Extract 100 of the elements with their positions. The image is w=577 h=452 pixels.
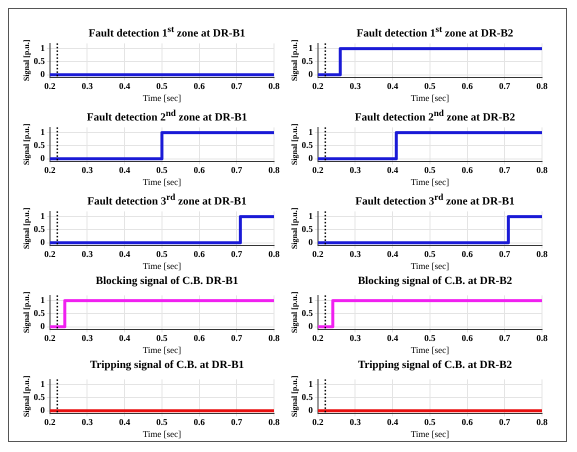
x-tick-label: 0.5 bbox=[156, 165, 168, 176]
x-tick-label: 0.3 bbox=[82, 81, 94, 92]
chart-title: Tripping signal of C.B. at DR-B2 bbox=[356, 358, 514, 372]
x-tick-label: 0.3 bbox=[350, 81, 362, 92]
y-tick-label: 1 bbox=[308, 42, 314, 53]
x-tick-label: 0.8 bbox=[268, 165, 280, 176]
x-tick-label: 0.2 bbox=[44, 165, 56, 176]
x-tick-label: 0.8 bbox=[268, 249, 280, 260]
x-tick-label: 0.7 bbox=[499, 249, 511, 260]
x-tick-label: 0.4 bbox=[118, 249, 131, 260]
y-tick-label: 1 bbox=[40, 294, 46, 305]
x-tick-label: 0.8 bbox=[536, 333, 548, 344]
y-axis-title: Signal [p.u.] bbox=[22, 123, 31, 166]
x-tick-label: 0.6 bbox=[194, 417, 206, 428]
x-tick-label: 0.8 bbox=[536, 165, 548, 176]
x-tick-label: 0.6 bbox=[194, 333, 206, 344]
x-tick-label: 0.4 bbox=[386, 333, 399, 344]
y-tick-label: 0 bbox=[308, 405, 314, 416]
x-tick-label: 0.2 bbox=[312, 417, 324, 428]
y-axis-title: Signal [p.u.] bbox=[290, 375, 299, 418]
x-tick-label: 0.8 bbox=[268, 417, 280, 428]
y-tick-label: 0 bbox=[308, 153, 314, 164]
y-axis-title: Signal [p.u.] bbox=[22, 39, 31, 82]
x-tick-label: 0.4 bbox=[118, 333, 131, 344]
y-tick-label: 0 bbox=[308, 321, 314, 332]
x-axis-title: Time [sec] bbox=[142, 344, 182, 355]
x-tick-label: 0.2 bbox=[44, 81, 56, 92]
x-tick-label: 0.6 bbox=[194, 165, 206, 176]
x-tick-label: 0.3 bbox=[350, 333, 362, 344]
x-axis-title: Time [sec] bbox=[142, 176, 182, 187]
x-tick-label: 0.4 bbox=[386, 417, 399, 428]
x-tick-label: 0.5 bbox=[156, 417, 168, 428]
x-axis-title: Time [sec] bbox=[410, 344, 450, 355]
y-tick-label: 0 bbox=[40, 237, 46, 248]
y-tick-label: 1 bbox=[40, 210, 46, 221]
y-tick-label: 0 bbox=[40, 321, 46, 332]
x-tick-label: 0.5 bbox=[156, 249, 168, 260]
y-axis-title: Signal [p.u.] bbox=[22, 291, 31, 334]
x-tick-label: 0.5 bbox=[424, 417, 436, 428]
y-axis-title: Signal [p.u.] bbox=[290, 39, 299, 82]
x-tick-label: 0.7 bbox=[231, 333, 243, 344]
x-axis-title: Time [sec] bbox=[410, 176, 450, 187]
x-tick-label: 0.6 bbox=[462, 333, 474, 344]
y-tick-label: 0.5 bbox=[34, 56, 46, 66]
y-axis-title: Signal [p.u.] bbox=[290, 123, 299, 166]
x-tick-label: 0.4 bbox=[118, 165, 131, 176]
x-axis-title: Time [sec] bbox=[410, 92, 450, 103]
x-tick-label: 0.8 bbox=[268, 81, 280, 92]
y-axis-title: Signal [p.u.] bbox=[22, 375, 31, 418]
x-tick-label: 0.7 bbox=[231, 249, 243, 260]
y-tick-label: 0 bbox=[40, 69, 46, 80]
y-tick-label: 1 bbox=[40, 378, 46, 389]
x-tick-label: 0.2 bbox=[312, 165, 324, 176]
y-tick-label: 0.5 bbox=[34, 308, 46, 318]
x-tick-label: 0.4 bbox=[386, 81, 399, 92]
y-tick-label: 0.5 bbox=[302, 308, 314, 318]
x-tick-label: 0.2 bbox=[312, 81, 324, 92]
x-tick-label: 0.3 bbox=[350, 417, 362, 428]
x-tick-label: 0.3 bbox=[82, 417, 94, 428]
x-tick-label: 0.6 bbox=[462, 417, 474, 428]
x-tick-label: 0.7 bbox=[499, 417, 511, 428]
y-tick-label: 0.5 bbox=[34, 140, 46, 150]
x-tick-label: 0.6 bbox=[462, 249, 474, 260]
y-tick-label: 0.5 bbox=[302, 224, 314, 234]
x-tick-label: 0.2 bbox=[44, 333, 56, 344]
y-tick-label: 0 bbox=[40, 153, 46, 164]
y-tick-label: 0 bbox=[308, 237, 314, 248]
x-tick-label: 0.6 bbox=[462, 81, 474, 92]
x-tick-label: 0.7 bbox=[499, 333, 511, 344]
x-tick-label: 0.6 bbox=[194, 249, 206, 260]
chart-title: Fault detection 2$^{nd}$ zone at DR-B2 bbox=[354, 107, 516, 124]
x-axis-title: Time [sec] bbox=[142, 92, 182, 103]
chart-title: Blocking signal of C.B. at DR-B2 bbox=[356, 274, 514, 288]
chart-title: Fault detection 1$^{st}$ zone at DR-B2 bbox=[356, 23, 514, 40]
y-tick-label: 0.5 bbox=[34, 224, 46, 234]
y-axis-title: Signal [p.u.] bbox=[22, 207, 31, 250]
x-tick-label: 0.2 bbox=[312, 333, 324, 344]
chart-title: Blocking signal of C.B. DR-B1 bbox=[94, 274, 240, 288]
chart-title: Tripping signal of C.B. at DR-B1 bbox=[88, 358, 246, 372]
y-tick-label: 1 bbox=[308, 378, 314, 389]
x-tick-label: 0.5 bbox=[424, 81, 436, 92]
y-tick-label: 0.5 bbox=[302, 392, 314, 402]
x-tick-label: 0.8 bbox=[536, 417, 548, 428]
x-tick-label: 0.7 bbox=[499, 81, 511, 92]
y-axis-title: Signal [p.u.] bbox=[290, 207, 299, 250]
x-axis-title: Time [sec] bbox=[142, 428, 182, 439]
y-tick-label: 1 bbox=[308, 126, 314, 137]
x-axis-title: Time [sec] bbox=[142, 260, 182, 271]
x-tick-label: 0.7 bbox=[231, 81, 243, 92]
x-tick-label: 0.5 bbox=[156, 333, 168, 344]
x-tick-label: 0.5 bbox=[156, 81, 168, 92]
x-tick-label: 0.7 bbox=[231, 417, 243, 428]
y-tick-label: 0.5 bbox=[302, 56, 314, 66]
x-tick-label: 0.4 bbox=[118, 417, 131, 428]
x-tick-label: 0.6 bbox=[194, 81, 206, 92]
y-axis-title: Signal [p.u.] bbox=[290, 291, 299, 334]
y-tick-label: 0.5 bbox=[34, 392, 46, 402]
x-tick-label: 0.3 bbox=[350, 249, 362, 260]
x-tick-label: 0.6 bbox=[462, 165, 474, 176]
y-tick-label: 1 bbox=[40, 126, 46, 137]
